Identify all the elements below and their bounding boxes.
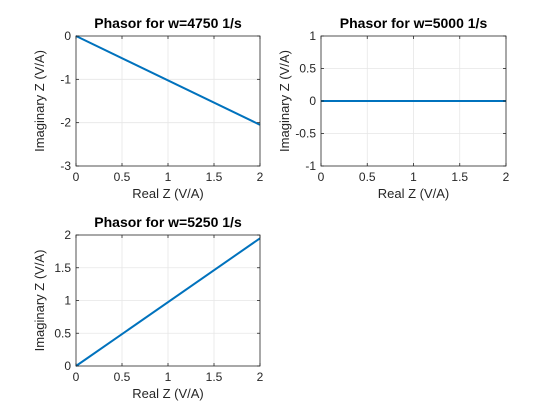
chart-title: Phasor for w=5250 1/s — [94, 214, 242, 230]
x-tick-label: 0.5 — [114, 170, 131, 184]
y-tick-label: -2 — [60, 116, 71, 130]
chart-title: Phasor for w=4750 1/s — [94, 15, 242, 31]
x-axis-label: Real Z (V/A) — [378, 186, 450, 201]
x-tick-label: 0 — [73, 370, 80, 384]
x-tick-label: 1 — [165, 170, 172, 184]
x-tick-label: 0 — [318, 170, 325, 184]
x-tick-label: 1 — [165, 370, 172, 384]
y-tick-label: -1 — [305, 159, 316, 173]
y-axis-label: Imaginary Z (V/A) — [32, 250, 47, 352]
x-tick-label: 0.5 — [114, 370, 131, 384]
y-tick-label: 1.5 — [54, 261, 71, 275]
series-line — [75, 237, 261, 367]
y-tick-label: 2 — [64, 228, 71, 242]
y-tick-label: 0.5 — [54, 326, 71, 340]
y-tick-label: 1 — [64, 294, 71, 308]
y-axis-label: Imaginary Z (V/A) — [32, 50, 47, 152]
y-tick-label: -1 — [60, 72, 71, 86]
y-axis-label: Imaginary Z (V/A) — [277, 50, 292, 152]
x-tick-label: 0.5 — [359, 170, 376, 184]
x-tick-label: 2 — [257, 370, 264, 384]
chart-2: 0 0.5 1 1.5 2 -1 -0.5 0 0.5 1 Phasor for w=5000 1/… — [277, 15, 510, 201]
chart-1: 0 0.5 1 1.5 2 -3 -2 -1 0 Phasor for w=4750 1/s Rea… — [32, 15, 264, 201]
y-tick-label: -3 — [60, 159, 71, 173]
x-tick-label: 1.5 — [451, 170, 468, 184]
chart-title: Phasor for w=5000 1/s — [340, 15, 488, 31]
x-tick-label: 1.5 — [206, 370, 223, 384]
y-tick-label: 0 — [309, 94, 316, 108]
y-tick-label: -0.5 — [295, 127, 316, 141]
chart-3: 0 0.5 1 1.5 2 0 0.5 1 1.5 2 Phasor for w=5250 1/s R… — [32, 214, 264, 401]
y-tick-label: 1 — [309, 29, 316, 43]
y-tick-label: 0 — [64, 29, 71, 43]
x-tick-label: 2 — [503, 170, 510, 184]
x-tick-label: 2 — [257, 170, 264, 184]
x-tick-label: 1 — [410, 170, 417, 184]
x-axis-label: Real Z (V/A) — [132, 186, 204, 201]
series-line — [75, 35, 261, 126]
x-tick-label: 0 — [73, 170, 80, 184]
y-tick-label: 0 — [64, 359, 71, 373]
y-tick-label: 0.5 — [299, 62, 316, 76]
x-axis-label: Real Z (V/A) — [132, 386, 204, 401]
x-tick-label: 1.5 — [206, 170, 223, 184]
